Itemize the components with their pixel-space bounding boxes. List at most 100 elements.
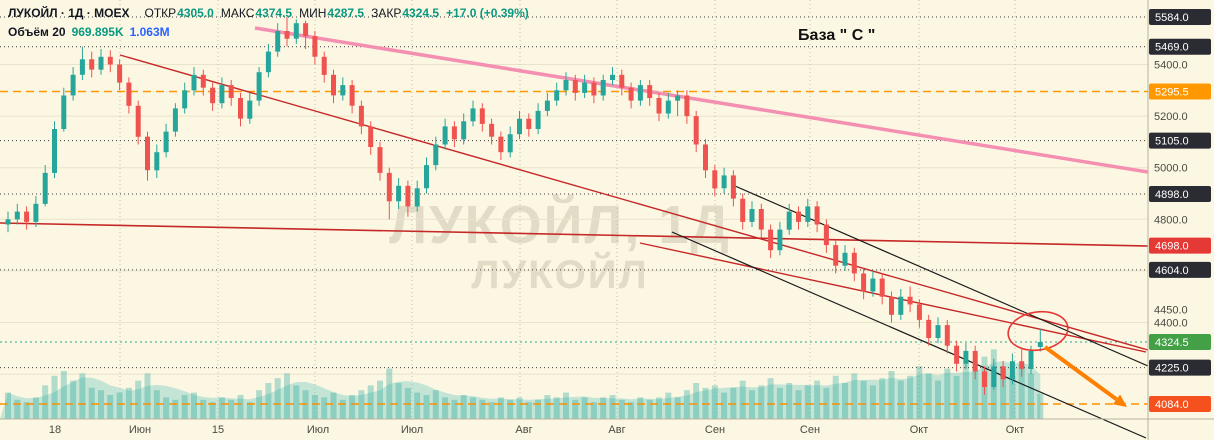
open-value: 4305.0 [177, 5, 214, 20]
low-label: МИН [299, 5, 327, 20]
volume-bar [535, 399, 542, 419]
time-axis-label: Авг [515, 424, 532, 436]
volume-bar [609, 395, 616, 419]
price-badge-label: 5105.0 [1155, 136, 1189, 148]
time-axis-label: 15 [212, 424, 224, 436]
volume-bar [553, 397, 560, 419]
volume-bar [916, 366, 923, 419]
volume-bar [637, 397, 644, 419]
price-badge-label: 5584.0 [1155, 12, 1189, 24]
volume-bar [544, 395, 551, 419]
volume-bar [423, 395, 430, 419]
volume-bar [572, 399, 579, 419]
volume-bar [451, 399, 458, 419]
volume-bar [191, 392, 197, 419]
high-value: 4374.5 [255, 5, 293, 20]
volume-bar [218, 397, 225, 419]
volume-bar [656, 397, 662, 419]
volume-bar [181, 395, 188, 419]
volume-bar [1028, 373, 1034, 419]
volume-bar [721, 392, 728, 419]
volume-bar [953, 375, 960, 419]
volume-bar [107, 395, 114, 419]
low-value: 4287.5 [327, 5, 365, 20]
down-arrow-shaft [1043, 345, 1118, 401]
volume-bar [172, 399, 179, 419]
volume-bar [739, 380, 746, 419]
price-axis-label: 4450.0 [1154, 305, 1188, 317]
volume-bar [525, 402, 532, 419]
time-axis-label: Июл [307, 424, 329, 436]
price-badge [1149, 83, 1211, 100]
volume-bar [60, 371, 67, 419]
volume-bar [497, 397, 504, 419]
price-badge [1149, 186, 1211, 202]
volume-bar [758, 385, 765, 419]
price-axis-label: 4400.0 [1154, 318, 1188, 330]
symbol-title[interactable]: ЛУКОЙЛ · 1Д · MOEX [8, 5, 130, 20]
volume-bar [395, 383, 402, 419]
volume-ma-value: 1.063M [129, 24, 170, 39]
volume-bar [163, 397, 170, 419]
volume-bar [563, 392, 569, 419]
price-badge-label: 4084.0 [1155, 399, 1189, 411]
price-badge [1149, 9, 1211, 25]
time-axis-label: Июл [401, 424, 423, 436]
volume-bar [925, 373, 932, 419]
black-wedge-upper-line [734, 185, 1149, 367]
volume-bar [237, 395, 244, 419]
volume-bar [274, 378, 281, 419]
time-axis-label: 18 [49, 424, 61, 436]
price-badge-label: 4604.0 [1155, 265, 1189, 277]
volume-bar [284, 373, 290, 419]
volume-bar [1037, 393, 1044, 419]
volume-bar [618, 399, 625, 419]
volume-bar [814, 380, 821, 419]
volume-bar [349, 395, 356, 419]
volume-bar [804, 385, 811, 419]
volume-bar [581, 397, 588, 419]
price-axis-label: 4800.0 [1154, 214, 1188, 226]
volume-bar [330, 392, 337, 419]
volume-bar [125, 387, 132, 419]
volume-bar [135, 380, 142, 419]
volume-bar [674, 397, 681, 419]
volume-bar [256, 390, 263, 419]
time-axis-label: Сен [800, 424, 820, 436]
volume-bar [144, 373, 151, 419]
highlight-circle [1007, 310, 1069, 352]
pink-resistance-line [254, 26, 1149, 174]
volume-bar [42, 385, 49, 419]
candles-layer [5, 17, 1043, 395]
volume-bar [228, 399, 235, 419]
red-channel-upper-line [119, 54, 1149, 351]
volume-bar [507, 399, 514, 419]
price-badge [1149, 237, 1211, 254]
price-badge [1149, 261, 1211, 278]
price-badge [1149, 334, 1211, 350]
volume-bar [265, 383, 272, 419]
price-axis-label: 5000.0 [1154, 163, 1188, 175]
volume-bar [907, 375, 914, 419]
volume-bar [442, 397, 449, 419]
volume-bar [70, 380, 77, 419]
volume-bar [767, 378, 774, 419]
volume-bar [293, 385, 300, 419]
grid-layer [0, 0, 1148, 419]
price-badge [1149, 359, 1211, 376]
volume-bar [590, 402, 597, 419]
volume-bar [935, 380, 941, 419]
volume-bar [1009, 375, 1016, 419]
volume-bar [832, 375, 839, 419]
volume-bar [897, 380, 904, 419]
volume-bar [1018, 363, 1025, 419]
volume-label[interactable]: Объём 20 [8, 24, 66, 39]
volume-bar [869, 385, 876, 419]
time-axis-label: Июн [129, 424, 151, 436]
volume-bar [51, 375, 58, 419]
down-arrow-head [1113, 394, 1127, 407]
volume-bar [311, 395, 318, 419]
volume-bar [377, 380, 383, 419]
